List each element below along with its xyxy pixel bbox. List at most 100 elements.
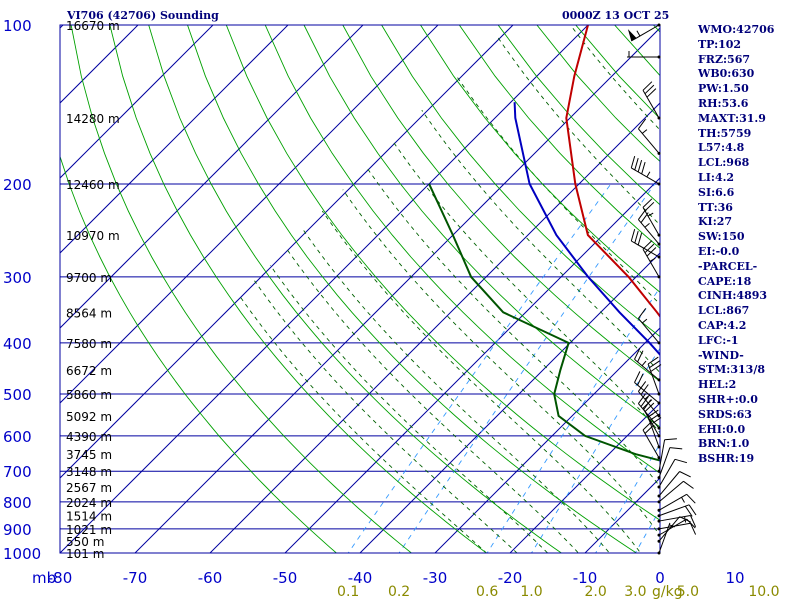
mixing-ratio-label: 10.0 (748, 584, 779, 600)
wind-barb-dot (657, 255, 661, 259)
moist-adiabat-line (391, 139, 660, 434)
wind-barb-dot (657, 233, 661, 237)
profile-lines (428, 25, 660, 462)
wind-barb-half-flag (644, 223, 650, 228)
dewpoint-line (428, 183, 660, 462)
wind-barb-flag (640, 396, 649, 407)
dry-adiabat-line (187, 25, 638, 553)
mixing-ratio-line (398, 183, 656, 553)
wind-barb-flag (637, 381, 647, 392)
wind-barb-staff (647, 363, 660, 395)
wind-barb-half-flag (641, 129, 648, 134)
pressure-label: 700 (3, 463, 32, 481)
wind-barb-flag (649, 413, 660, 422)
temperature-line (565, 25, 660, 319)
stability-index: LCL:968 (698, 156, 750, 170)
height-label: 3745 m (66, 448, 112, 462)
wind-barb (642, 240, 661, 279)
wind-barb-staff (658, 480, 684, 503)
wind-barb-flag (684, 505, 693, 517)
mixing-ratio-unit: g/kg (652, 584, 683, 600)
height-label: 1514 m (66, 510, 112, 524)
temperature-tick-label: -20 (498, 569, 523, 587)
wind-barb-flag (649, 360, 660, 369)
stability-index: TH:5759 (698, 126, 752, 140)
dry-adiabat-line (303, 25, 660, 428)
wind-barb-dot (657, 182, 661, 186)
moist-adiabat-line (303, 230, 611, 553)
wind-barb-flag (637, 118, 647, 130)
wind-barb-staff (658, 504, 690, 517)
wind-barb-staff (658, 439, 666, 472)
wind-barb-dot (657, 456, 661, 460)
wind-barb (637, 118, 661, 155)
temperature-axis-labels: mb-80-70-60-50-40-30-20-10010203040 (32, 569, 745, 587)
wind-barb-dot (657, 401, 661, 405)
wind-barb-dot (657, 551, 661, 555)
isotherm-lines (60, 25, 660, 553)
wind-barb-staff (631, 240, 660, 258)
wind-barb-flag (637, 393, 647, 404)
stability-index: TT:36 (698, 200, 733, 214)
height-label: 14280 m (66, 112, 120, 126)
wind-barb (657, 447, 683, 480)
pressure-label: 400 (3, 335, 32, 353)
mixing-ratio-label: 0.6 (476, 584, 498, 600)
wind-barb-dot (657, 508, 661, 512)
stability-index: HEL:2 (698, 378, 737, 392)
dry-adiabat-line (60, 155, 338, 553)
stability-index: LFC:-1 (698, 333, 739, 347)
stability-index: CAP:4.2 (698, 318, 747, 332)
height-label: 12460 m (66, 178, 120, 192)
wind-barb-staff (634, 382, 660, 404)
sounding-datetime: 0000Z 13 OCT 25 (562, 9, 670, 22)
pressure-unit-label: mb (32, 569, 56, 587)
wind-barb-half-flag (646, 171, 651, 178)
stability-index: EHI:0.0 (698, 422, 746, 436)
plot-frame (59, 24, 661, 554)
dry-adiabat-line (70, 25, 413, 553)
temperature-tick-label: -10 (573, 569, 598, 587)
wind-barb-flag (650, 364, 662, 372)
wind-barb-flag (642, 421, 653, 431)
wind-barb-flag (642, 198, 653, 208)
wind-barb-flag (644, 84, 655, 95)
wind-barb-flag (637, 308, 647, 319)
wind-barb (630, 228, 661, 259)
moist-adiabat-line (342, 189, 660, 537)
stability-index: BRN:1.0 (698, 437, 750, 451)
stability-index: -WIND- (698, 348, 744, 362)
wind-barb-flag (642, 81, 653, 91)
wind-barb-dot (657, 55, 661, 59)
mixing-ratio-label: 0.2 (388, 584, 410, 600)
stability-index-list: WMO:42706 TP:102 FRZ:567 WB0:630 PW:1.50 RH:5… (698, 23, 798, 467)
stability-index: BSHR:19 (698, 452, 755, 466)
wind-barb-dot (657, 533, 661, 537)
wind-barb (626, 51, 661, 59)
isotherm-line (209, 102, 660, 553)
dry-adiabat-line (342, 25, 660, 382)
wind-barb-dot (657, 378, 661, 382)
wind-barb-flag (674, 458, 688, 464)
wind-barb (642, 421, 661, 460)
wind-barb-dot (657, 500, 661, 504)
wind-barb-dot (657, 494, 661, 498)
isotherm-line (60, 25, 589, 553)
wind-barb-flag (634, 230, 639, 244)
wind-barb-flag (634, 347, 641, 360)
isotherm-line (60, 25, 514, 479)
wind-barb (642, 198, 661, 237)
mixing-ratio-label: 3.0 (624, 584, 646, 600)
isotherm-line (284, 177, 660, 553)
stability-index: -PARCEL- (698, 259, 758, 273)
parcel-line (513, 102, 660, 357)
wind-barb-staff (638, 128, 660, 154)
mixing-ratio-label: 5.0 (677, 584, 699, 600)
wind-barb-flag (642, 399, 653, 409)
temperature-tick-label: -60 (198, 569, 223, 587)
height-label: 7580 m (66, 337, 112, 351)
height-label: 550 m (66, 535, 104, 549)
mixing-ratio-label: 1.0 (520, 584, 542, 600)
wind-barb-flag (690, 523, 697, 535)
